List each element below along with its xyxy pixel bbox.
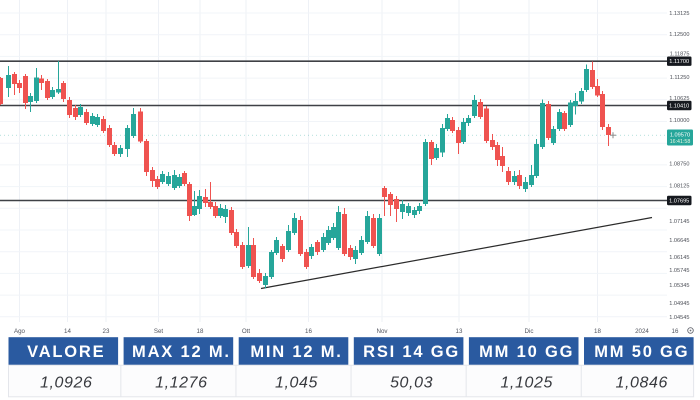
svg-text:MAX 12 M.: MAX 12 M. xyxy=(132,343,231,361)
svg-text:16: 16 xyxy=(672,328,679,335)
svg-text:1.12500: 1.12500 xyxy=(669,32,689,38)
svg-text:Dic: Dic xyxy=(525,328,534,335)
svg-text:MM 10 GG: MM 10 GG xyxy=(479,343,574,361)
svg-text:1.13125: 1.13125 xyxy=(669,11,689,17)
svg-text:18: 18 xyxy=(594,328,601,335)
svg-text:1.08125: 1.08125 xyxy=(669,184,689,190)
svg-text:14: 14 xyxy=(64,328,71,335)
svg-text:16:41:58: 16:41:58 xyxy=(670,139,691,145)
svg-text:Ago: Ago xyxy=(14,328,26,335)
svg-text:1.08750: 1.08750 xyxy=(669,162,689,168)
svg-text:1,0846: 1,0846 xyxy=(616,374,669,391)
svg-text:18: 18 xyxy=(197,328,204,335)
svg-text:1.11875: 1.11875 xyxy=(670,52,690,58)
svg-text:MM 50 GG: MM 50 GG xyxy=(594,343,689,361)
svg-text:Set: Set xyxy=(154,328,164,335)
svg-text:1.10410: 1.10410 xyxy=(669,104,689,110)
svg-text:1.04545: 1.04545 xyxy=(669,315,689,321)
svg-text:Ott: Ott xyxy=(242,328,251,335)
svg-text:1.10625: 1.10625 xyxy=(669,96,689,102)
svg-text:2024: 2024 xyxy=(635,328,649,335)
svg-text:23: 23 xyxy=(103,328,110,335)
svg-text:1.11700: 1.11700 xyxy=(669,59,689,65)
svg-text:Nov: Nov xyxy=(376,328,388,335)
svg-text:1.11250: 1.11250 xyxy=(670,75,690,81)
svg-text:1.05745: 1.05745 xyxy=(669,268,689,274)
svg-text:16: 16 xyxy=(305,328,312,335)
svg-text:1.09570: 1.09570 xyxy=(670,133,690,139)
svg-text:13: 13 xyxy=(456,328,463,335)
svg-text:VALORE: VALORE xyxy=(27,343,105,361)
svg-text:RSI 14 GG: RSI 14 GG xyxy=(363,343,460,361)
svg-text:1,045: 1,045 xyxy=(275,374,318,391)
svg-text:1.04945: 1.04945 xyxy=(669,301,689,307)
svg-text:50,03: 50,03 xyxy=(390,374,433,391)
svg-text:1,0926: 1,0926 xyxy=(40,374,93,391)
svg-text:1.07695: 1.07695 xyxy=(669,199,689,205)
svg-text:1,1025: 1,1025 xyxy=(500,374,553,391)
svg-text:1,1276: 1,1276 xyxy=(155,374,208,391)
svg-text:1.06645: 1.06645 xyxy=(669,238,689,244)
svg-text:1.05345: 1.05345 xyxy=(669,283,689,289)
svg-text:1.07145: 1.07145 xyxy=(669,219,689,225)
svg-text:1.06145: 1.06145 xyxy=(669,255,689,261)
svg-text:1.10000: 1.10000 xyxy=(669,118,689,124)
svg-text:MIN 12 M.: MIN 12 M. xyxy=(250,343,342,361)
